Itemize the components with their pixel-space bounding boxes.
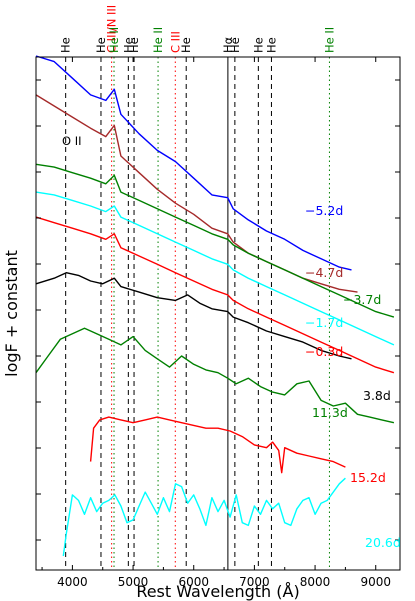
line-identifications	[65, 57, 330, 570]
x-tick-label: 7000	[239, 575, 270, 589]
line-id-label: He	[59, 37, 73, 53]
series-line	[35, 327, 395, 424]
line-id-label: He	[121, 37, 135, 53]
line-id-label: C III/N III	[105, 5, 119, 53]
series-line	[35, 272, 352, 360]
x-axis-ticks: 4000 5000 6000 7000 8000 9000	[36, 57, 400, 589]
epoch-label: 20.6d	[365, 535, 401, 550]
line-id-label: He II	[151, 27, 165, 53]
series-line	[35, 191, 395, 346]
line-id-label: He	[251, 37, 265, 53]
line-id-label: He II	[107, 27, 121, 53]
x-tick-label: 6000	[178, 575, 209, 589]
epoch-label: 3.8d	[363, 388, 391, 403]
line-id-label: He	[94, 37, 108, 53]
epoch-label: −3.7d	[343, 292, 381, 307]
oii-annotation: O II	[62, 134, 82, 148]
epoch-label: −5.2d	[305, 203, 343, 218]
epoch-label: 15.2d	[350, 470, 386, 485]
series-line	[89, 416, 346, 474]
series-line	[62, 477, 346, 557]
series-line	[35, 216, 395, 374]
x-tick-label: 5000	[118, 575, 149, 589]
x-tick-label: 4000	[57, 575, 88, 589]
epoch-label: −4.7d	[305, 265, 343, 280]
line-id-label: He	[127, 37, 141, 53]
plot-frame	[35, 56, 401, 571]
line-id-label: He	[264, 37, 278, 53]
line-id-label: Hα	[221, 36, 235, 53]
x-tick-label: 8000	[300, 575, 331, 589]
epoch-label: −0.3d	[305, 344, 343, 359]
epoch-label: −1.7d	[305, 315, 343, 330]
epoch-label: 11.3d	[312, 405, 348, 420]
series-line	[35, 163, 395, 318]
epoch-labels: −5.2d −4.7d−3.7d−1.7d −0.3d 3.8d 11.3d 15.2d 2…	[305, 203, 401, 550]
series-line	[35, 55, 352, 271]
line-id-label: He	[228, 37, 242, 53]
line-id-label: He	[179, 37, 193, 53]
line-id-label: C III	[168, 31, 182, 53]
line-id-label: He II	[322, 27, 336, 53]
series-line	[35, 94, 358, 293]
x-axis-label: Rest Wavelength (Å)	[136, 582, 299, 601]
x-tick-label: 9000	[360, 575, 391, 589]
y-axis-label: logF + constant	[2, 250, 21, 377]
spectra-series	[35, 55, 395, 557]
